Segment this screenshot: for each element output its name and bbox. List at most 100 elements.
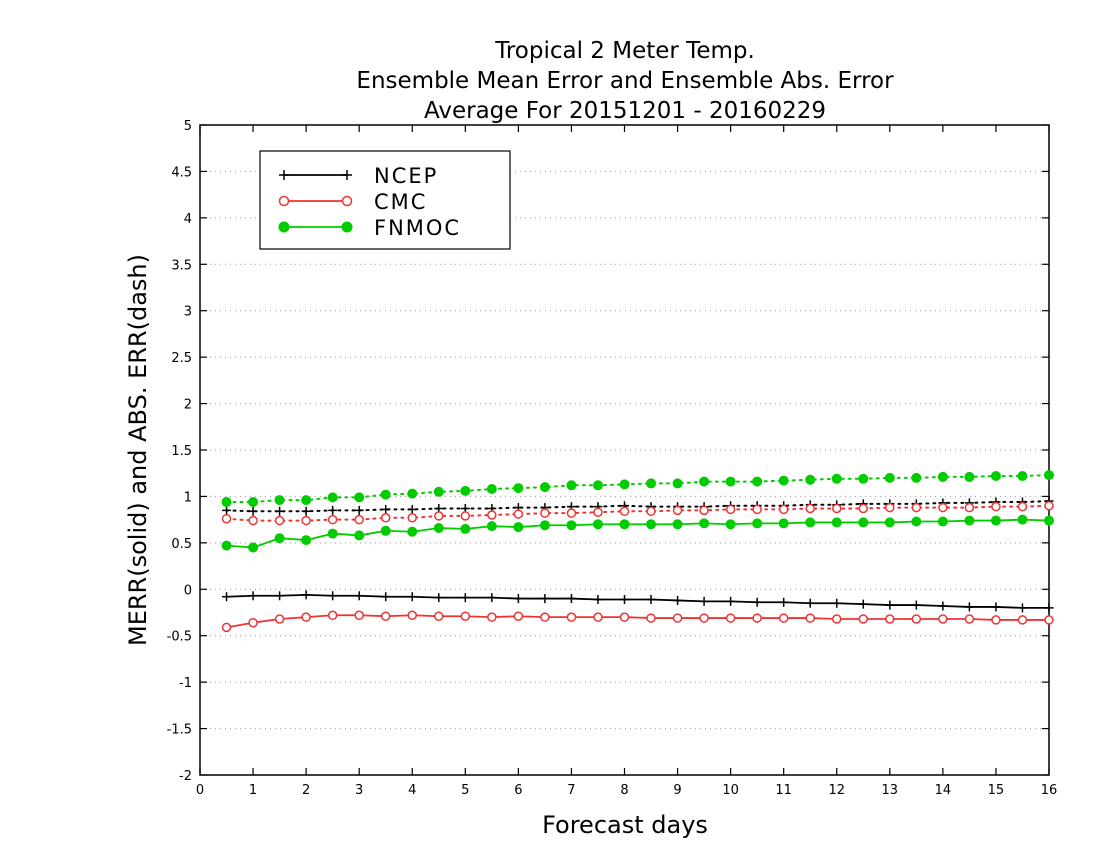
- data-point-cmc-abs-error: [778, 504, 789, 515]
- data-point-fnmoc-mean-error: [301, 535, 312, 546]
- legend-item-fnmoc: FNMOC: [278, 216, 459, 240]
- series-line-ncep-mean-error: [226, 593, 1049, 609]
- legend-box: [259, 150, 511, 250]
- data-point-ncep-mean-error: [726, 596, 736, 606]
- chart-title-line: Ensemble Mean Error and Ensemble Abs. Er…: [356, 68, 894, 94]
- data-point-cmc-mean-error: [805, 613, 815, 623]
- data-point-cmc-mean-error: [752, 613, 762, 623]
- data-point-fnmoc-mean-error: [858, 517, 869, 528]
- data-point-cmc-abs-error: [566, 508, 577, 518]
- y-tick-label: -1.5: [167, 723, 192, 738]
- data-point-cmc-abs-error: [221, 513, 232, 524]
- data-point-fnmoc-mean-error: [248, 542, 259, 553]
- y-tick-label: 1.5: [171, 444, 192, 459]
- data-point-ncep-mean-error: [381, 592, 391, 602]
- data-point-cmc-mean-error: [964, 614, 975, 624]
- data-point-fnmoc-mean-error: [752, 518, 763, 529]
- data-point-fnmoc-mean-error: [911, 516, 922, 527]
- data-point-ncep-abs-error: [248, 506, 258, 516]
- data-point-ncep-mean-error: [832, 598, 842, 608]
- legend-marker: [341, 221, 353, 233]
- data-point-ncep-mean-error: [858, 599, 868, 609]
- y-tick-label: -0.5: [167, 630, 192, 645]
- data-point-cmc-mean-error: [380, 611, 391, 621]
- data-point-fnmoc-mean-error: [274, 533, 285, 544]
- y-tick-label: 2.5: [171, 351, 192, 366]
- data-point-cmc-abs-error: [646, 506, 656, 517]
- data-point-fnmoc-abs-error: [699, 476, 710, 487]
- y-tick-label: -1: [179, 676, 192, 691]
- data-point-ncep-mean-error: [248, 591, 258, 601]
- data-point-cmc-abs-error: [938, 502, 948, 513]
- x-tick-label: 5: [461, 783, 469, 798]
- data-point-fnmoc-mean-error: [672, 519, 683, 530]
- data-point-ncep-mean-error: [301, 590, 311, 600]
- x-tick-label: 11: [775, 783, 792, 798]
- x-tick-label: 4: [408, 783, 416, 798]
- y-tick-label: 2: [184, 398, 192, 413]
- data-point-cmc-abs-error: [301, 515, 311, 526]
- data-point-cmc-abs-error: [248, 515, 258, 526]
- x-tick-label: 2: [302, 783, 310, 798]
- data-point-ncep-abs-error: [222, 505, 232, 515]
- data-point-cmc-abs-error: [487, 510, 497, 520]
- data-point-fnmoc-mean-error: [327, 528, 338, 539]
- y-tick-label: 3.5: [171, 258, 192, 273]
- data-point-fnmoc-mean-error: [1044, 515, 1054, 526]
- data-point-ncep-mean-error: [540, 594, 550, 604]
- data-point-cmc-abs-error: [911, 502, 922, 513]
- data-point-fnmoc-mean-error: [831, 517, 842, 528]
- data-point-fnmoc-mean-error: [433, 523, 444, 533]
- data-point-fnmoc-abs-error: [274, 495, 285, 506]
- data-point-fnmoc-mean-error: [354, 530, 365, 541]
- data-point-cmc-mean-error: [911, 614, 922, 624]
- data-point-cmc-abs-error: [699, 505, 709, 516]
- data-point-fnmoc-abs-error: [619, 479, 630, 490]
- data-point-cmc-mean-error: [327, 610, 338, 621]
- y-axis-ticks: -2 -1.5 -1 -0.5 0 0.5 1 1.5 2 2.5 3 3.5 4 4.5 5: [167, 119, 1049, 784]
- data-series: [221, 470, 1054, 633]
- data-point-fnmoc-abs-error: [884, 472, 895, 483]
- data-point-cmc-mean-error: [434, 611, 444, 621]
- data-point-cmc-mean-error: [778, 613, 789, 623]
- x-tick-label: 10: [722, 783, 739, 798]
- data-point-ncep-mean-error: [885, 600, 895, 610]
- series-line-ncep-abs-error: [225, 500, 1050, 513]
- legend-marker: [341, 195, 353, 207]
- x-tick-label: 0: [196, 783, 204, 798]
- data-point-fnmoc-abs-error: [672, 478, 683, 489]
- data-point-cmc-abs-error: [672, 505, 683, 516]
- data-point-fnmoc-mean-error: [539, 520, 550, 531]
- data-point-fnmoc-mean-error: [513, 522, 524, 533]
- series-fnmoc: [221, 470, 1054, 553]
- y-tick-label: 4: [184, 212, 192, 227]
- y-tick-label: -2: [179, 769, 192, 784]
- data-point-ncep-mean-error: [752, 597, 762, 607]
- data-point-fnmoc-abs-error: [911, 472, 922, 483]
- data-point-fnmoc-abs-error: [1017, 471, 1028, 481]
- data-point-fnmoc-mean-error: [725, 519, 736, 530]
- data-point-cmc-abs-error: [274, 515, 285, 526]
- data-point-ncep-mean-error: [1017, 603, 1027, 613]
- y-tick-label: 3: [184, 305, 192, 320]
- legend-label-ncep: NCEP: [374, 164, 438, 188]
- data-point-fnmoc-abs-error: [805, 474, 816, 485]
- data-point-cmc-mean-error: [540, 612, 550, 622]
- x-tick-label: 14: [935, 783, 952, 798]
- data-point-cmc-mean-error: [832, 614, 842, 624]
- y-tick-label: 0.5: [171, 537, 192, 552]
- data-point-cmc-abs-error: [434, 511, 444, 521]
- x-tick-label: 13: [882, 783, 899, 798]
- chart-title: Tropical 2 Meter Temp. Ensemble Mean Erro…: [356, 38, 894, 124]
- data-point-cmc-mean-error: [885, 614, 895, 624]
- series-line-cmc-abs-error: [225, 504, 1050, 522]
- data-point-ncep-mean-error: [699, 596, 709, 606]
- data-point-cmc-mean-error: [407, 610, 417, 621]
- x-axis-label: Forecast days: [542, 811, 708, 839]
- data-point-fnmoc-abs-error: [937, 471, 948, 482]
- data-point-fnmoc-abs-error: [486, 484, 497, 494]
- data-point-ncep-mean-error: [222, 592, 232, 602]
- series-line-cmc-mean-error: [226, 614, 1049, 629]
- data-point-cmc-mean-error: [566, 612, 577, 622]
